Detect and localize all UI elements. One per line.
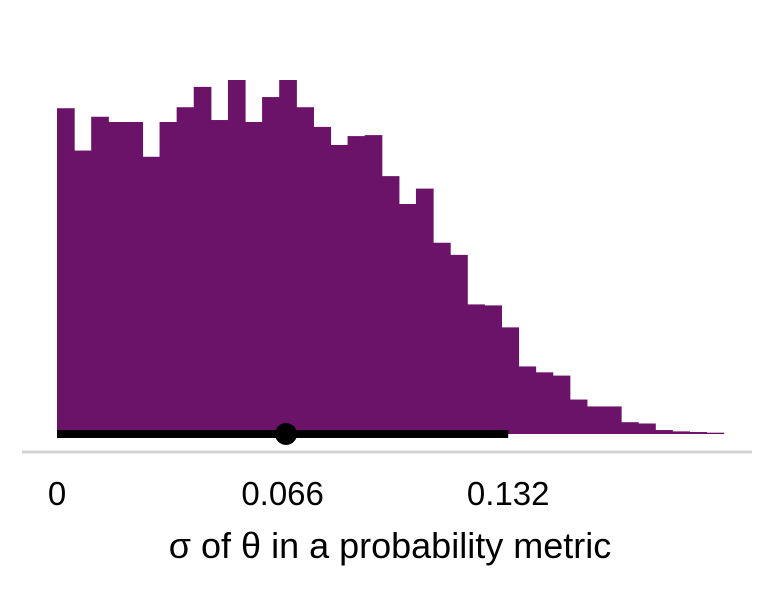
- histogram-bar: [501, 327, 520, 434]
- histogram-bar: [142, 156, 161, 434]
- histogram-bar: [398, 204, 417, 434]
- x-axis-title: σ of θ in a probability metric: [169, 525, 611, 566]
- histogram-bar: [467, 304, 485, 434]
- histogram-bar: [655, 430, 673, 434]
- histogram-bar: [433, 242, 451, 434]
- x-tick-label: 0: [48, 475, 66, 512]
- histogram-bar: [279, 80, 297, 434]
- histogram-bar: [74, 150, 92, 435]
- histogram-bar: [621, 422, 639, 434]
- histogram-bar: [552, 375, 571, 434]
- histogram-bar: [210, 120, 229, 434]
- point-estimate-dot: [275, 423, 298, 445]
- histogram-bar: [638, 423, 656, 434]
- histogram-bar: [159, 121, 178, 435]
- histogram-bar: [57, 108, 75, 434]
- histogram-bar: [364, 135, 383, 434]
- histogram-bar: [535, 372, 554, 434]
- histogram-bar: [484, 305, 502, 434]
- histogram-bar: [689, 432, 708, 434]
- histogram-bar: [296, 107, 314, 434]
- x-axis-ticks: 0 0.066 0.132: [48, 475, 550, 512]
- histogram-bar: [313, 126, 332, 435]
- histogram-bar: [518, 366, 537, 434]
- histogram-bar: [586, 406, 605, 434]
- histogram-bar: [108, 121, 126, 435]
- x-tick-label: 0.132: [467, 475, 550, 512]
- histogram-bar: [262, 97, 280, 434]
- histogram-bar: [415, 188, 434, 434]
- histogram-bar: [706, 432, 725, 434]
- histogram-bar: [450, 254, 468, 434]
- histogram-bar: [125, 121, 144, 435]
- histogram-bar: [227, 80, 246, 434]
- x-tick-label: 0.066: [241, 475, 324, 512]
- histogram-bar: [176, 107, 195, 434]
- histogram-bar: [381, 176, 400, 434]
- histogram-bar: [569, 399, 588, 434]
- histogram-bar: [245, 121, 263, 435]
- histogram-bar: [347, 136, 366, 434]
- histogram-bar: [672, 431, 690, 434]
- histogram-bar: [603, 406, 622, 434]
- histogram-bars: [57, 80, 725, 435]
- histogram-bar: [91, 116, 109, 434]
- histogram-bar: [330, 144, 349, 434]
- histogram-bar: [193, 86, 212, 434]
